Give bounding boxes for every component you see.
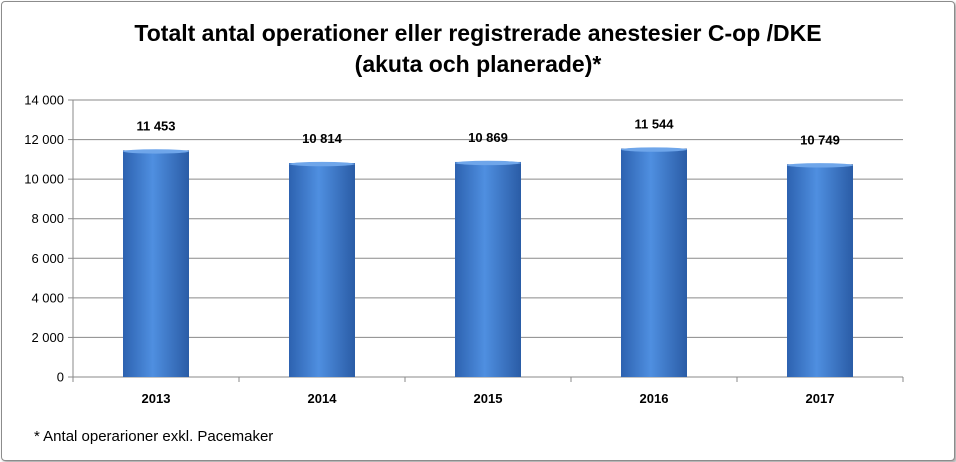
x-tick-label-2014: 2014 [308, 391, 338, 406]
y-tick-label: 10 000 [24, 172, 64, 187]
y-tick-label: 0 [57, 370, 64, 385]
bar-2016 [621, 148, 687, 377]
y-tick-label: 4 000 [31, 290, 64, 305]
x-tick-label-2017: 2017 [806, 391, 835, 406]
chart-title: Totalt antal operationer eller registrer… [0, 18, 956, 80]
bars [123, 147, 853, 377]
data-label-2017: 10 749 [800, 132, 840, 147]
footnote: * Antal operarioner exkl. Pacemaker [34, 428, 274, 445]
bar-cap-2016 [621, 147, 687, 152]
y-tick-label: 6 000 [31, 251, 64, 266]
data-label-2013: 11 453 [136, 118, 175, 133]
y-tick-label: 8 000 [31, 211, 64, 226]
data-label-2015: 10 869 [468, 130, 508, 145]
x-tick-label-2016: 2016 [640, 391, 669, 406]
labels: 11 453 2013 10 814 2014 10 869 2015 11 544 2016… [136, 117, 839, 406]
y-tick-label: 14 000 [24, 93, 64, 108]
bar-2017 [787, 164, 853, 377]
y-tick-label: 12 000 [24, 132, 64, 147]
bar-2014 [289, 163, 355, 377]
bar-cap-2014 [289, 161, 355, 167]
x-tick-label-2015: 2015 [474, 391, 503, 406]
data-label-2014: 10 814 [302, 131, 343, 146]
bar-cap-2013 [123, 149, 189, 154]
x-tick-label-2013: 2013 [142, 391, 171, 406]
bar-cap-2017 [787, 163, 853, 168]
bar-cap-2015 [455, 160, 521, 166]
bar-2015 [455, 161, 521, 377]
y-tick-label: 2 000 [31, 330, 64, 345]
bar-2013 [123, 150, 189, 377]
chart-title-line1: Totalt antal operationer eller registrer… [134, 20, 822, 46]
chart-title-line2: (akuta och planerade)* [354, 51, 602, 77]
data-label-2016: 11 544 [634, 117, 674, 132]
